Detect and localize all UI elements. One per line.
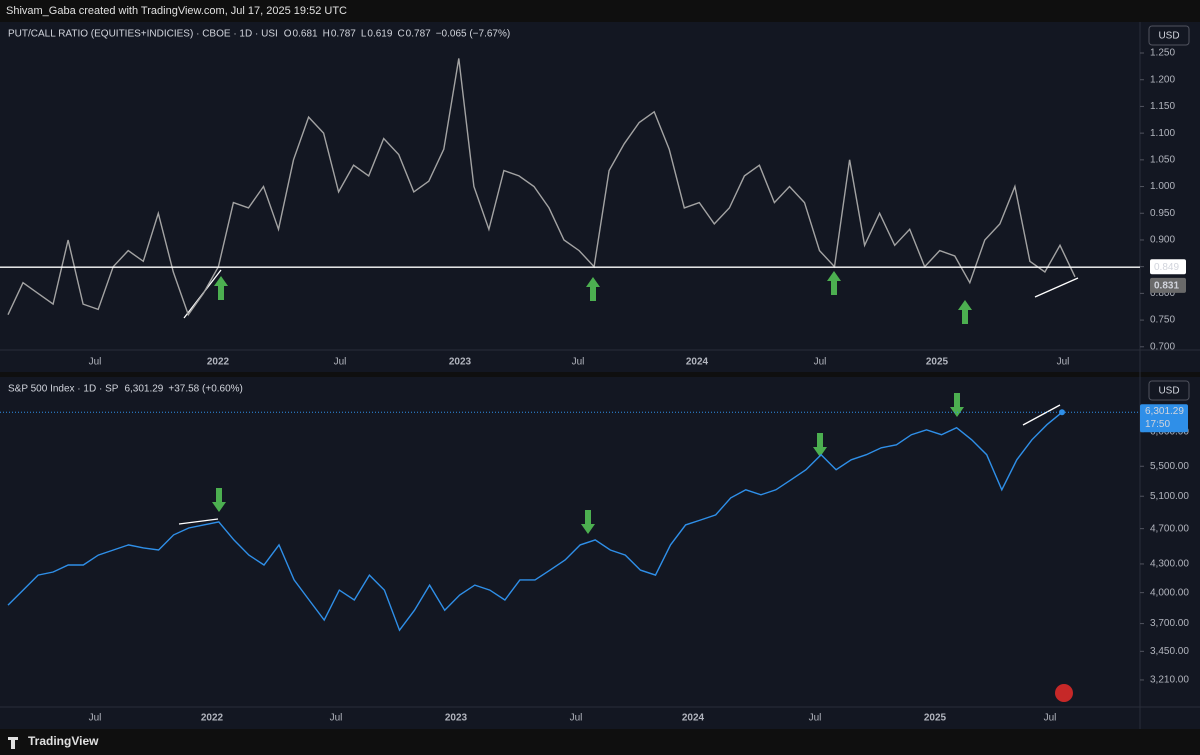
last-price: 6,301.29 — [124, 384, 163, 395]
y-tick-label: 0.950 — [1150, 208, 1175, 219]
last-point — [1059, 409, 1065, 416]
y-tick-label: 1.050 — [1150, 154, 1175, 165]
y-tick-label: 0.900 — [1150, 235, 1175, 246]
y-tick-label: 1.150 — [1150, 101, 1175, 112]
x-tick-label: Jul — [334, 357, 347, 368]
flag-icon[interactable] — [1055, 684, 1073, 702]
hline-tag — [1150, 259, 1186, 275]
pane-2 — [0, 377, 1200, 729]
y-tick-label: 1.250 — [1150, 48, 1175, 59]
header: Shivam_Gaba created with TradingView.com… — [6, 5, 347, 17]
footer-logo: TradingView — [28, 734, 99, 748]
y-tick-label: 0.800 — [1150, 288, 1175, 299]
price-tag-label: 6,301.29 — [1145, 406, 1184, 417]
price-tag — [1140, 404, 1188, 433]
chart-title: S&P 500 Index · 1D · SP — [8, 384, 119, 395]
x-tick-label: Jul — [89, 357, 102, 368]
ohlc-value: 0.681 — [293, 29, 318, 40]
ohlc-label: H — [323, 29, 330, 40]
y-tick-label: 0.700 — [1150, 341, 1175, 352]
currency-box — [1148, 25, 1190, 46]
ohlc-label: L — [361, 29, 367, 40]
chart-title: PUT/CALL RATIO (EQUITIES+INDICIES) · CBO… — [8, 29, 278, 40]
y-tick-label: 5,100.00 — [1150, 491, 1189, 502]
annotations — [178, 269, 1079, 534]
y-tick-label: 4,700.00 — [1150, 523, 1189, 534]
x-tick-label: Jul — [1044, 713, 1057, 724]
y-tick-label: 5,500.00 — [1150, 461, 1189, 472]
series-line — [7, 58, 1076, 317]
x-tick-label: 2022 — [207, 357, 230, 368]
y-tick-label: 1.200 — [1150, 74, 1175, 85]
x-tick-label: 2025 — [926, 357, 949, 368]
y-tick-label: 0.750 — [1150, 315, 1175, 326]
y-tick-label: 3,700.00 — [1150, 618, 1189, 629]
y-tick-label: 1.100 — [1150, 128, 1175, 139]
price-tag — [1150, 277, 1186, 293]
x-tick-label: 2024 — [682, 713, 705, 724]
y-tick-label: 4,000.00 — [1150, 587, 1189, 598]
x-tick-label: 2023 — [449, 357, 472, 368]
x-tick-label: Jul — [570, 713, 583, 724]
change: −0.065 (−7.67%) — [436, 29, 511, 40]
ohlc-value: 0.787 — [406, 29, 431, 40]
ohlc-value: 0.619 — [367, 29, 392, 40]
x-tick-label: Jul — [809, 713, 822, 724]
currency-box — [1148, 380, 1190, 401]
ohlc-label: O — [284, 29, 292, 40]
y-tick-label: 4,300.00 — [1150, 559, 1189, 570]
ohlc-value: 0.787 — [331, 29, 356, 40]
price-tag-label: 0.831 — [1154, 280, 1179, 291]
pane-1 — [0, 22, 1200, 372]
currency: USD — [1158, 31, 1179, 42]
y-tick-label: 3,450.00 — [1150, 646, 1189, 657]
x-tick-label: Jul — [330, 713, 343, 724]
y-tick-label: 1.000 — [1150, 181, 1175, 192]
x-tick-label: Jul — [1057, 357, 1070, 368]
logo-mark — [8, 737, 18, 749]
x-tick-label: Jul — [572, 357, 585, 368]
series-line — [7, 411, 1063, 632]
x-tick-label: 2025 — [924, 713, 947, 724]
x-tick-label: Jul — [814, 357, 827, 368]
countdown: 17:50 — [1145, 419, 1170, 430]
x-tick-label: 2024 — [686, 357, 709, 368]
ohlc-label: C — [397, 29, 404, 40]
currency: USD — [1158, 386, 1179, 397]
change: +37.58 (+0.60%) — [168, 384, 243, 395]
x-tick-label: Jul — [89, 713, 102, 724]
y-tick-label: 3,210.00 — [1150, 675, 1189, 686]
hline-label: 0.849 — [1154, 262, 1179, 273]
x-tick-label: 2023 — [445, 713, 468, 724]
x-tick-label: 2022 — [201, 713, 224, 724]
